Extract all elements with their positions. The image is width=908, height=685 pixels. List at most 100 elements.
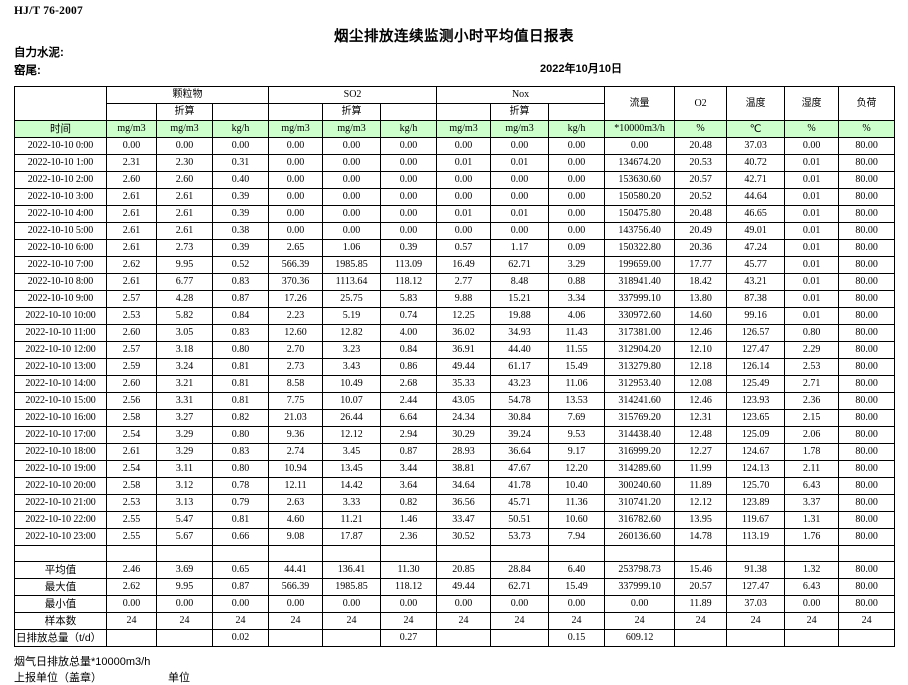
- group-header-load: 负荷: [838, 86, 896, 121]
- row-value: 20.48: [674, 137, 728, 155]
- row-value: 45.71: [490, 494, 550, 512]
- group-header-flow: 流量: [604, 86, 676, 121]
- row-value: 0.00: [380, 154, 438, 172]
- summary-value: 80.00: [838, 595, 896, 613]
- summary-value: 0.65: [211, 561, 270, 579]
- row-value: 99.16: [726, 307, 786, 325]
- row-value: 10.94: [268, 460, 324, 478]
- row-value: 0.01: [784, 290, 840, 308]
- row-value: 0.01: [436, 205, 492, 223]
- summary-value: 91.38: [726, 561, 786, 579]
- spacer-cell: [156, 545, 213, 562]
- row-value: 2.53: [784, 358, 840, 376]
- row-value: 0.78: [211, 477, 270, 495]
- row-timestamp: 2022-10-10 21:00: [14, 494, 107, 512]
- row-value: 3.37: [784, 494, 840, 512]
- row-value: 80.00: [838, 324, 896, 342]
- summary-value: 0.00: [156, 595, 213, 613]
- row-value: 312953.40: [604, 375, 676, 393]
- row-value: 0.01: [784, 222, 840, 240]
- row-value: 317381.00: [604, 324, 676, 342]
- row-value: 3.31: [156, 392, 213, 410]
- daily-total-value: [726, 629, 786, 647]
- row-value: 3.27: [156, 409, 213, 427]
- row-value: 2.60: [106, 324, 157, 342]
- row-value: 2.36: [380, 528, 438, 546]
- row-value: 0.86: [380, 358, 438, 376]
- row-value: 2.30: [156, 154, 213, 172]
- row-timestamp: 2022-10-10 15:00: [14, 392, 107, 410]
- row-value: 2.55: [106, 511, 157, 529]
- summary-value: 0.00: [604, 595, 676, 613]
- row-value: 125.70: [726, 477, 786, 495]
- row-value: 123.93: [726, 392, 786, 410]
- row-value: 4.06: [548, 307, 606, 325]
- row-value: 19.88: [490, 307, 550, 325]
- row-value: 2.61: [156, 222, 213, 240]
- row-timestamp: 2022-10-10 14:00: [14, 375, 107, 393]
- sub-header-so2-raw: [268, 103, 324, 121]
- row-value: 17.87: [322, 528, 382, 546]
- group-header-row: 颗粒物 SO2 Nox 流量 O2 温度 湿度 负荷: [14, 86, 896, 121]
- row-value: 0.00: [268, 222, 324, 240]
- row-value: 2.15: [784, 409, 840, 427]
- report-date: 2022年10月10日: [540, 63, 622, 75]
- spacer-cell: [674, 545, 728, 562]
- summary-value: 1985.85: [322, 578, 382, 596]
- row-value: 2.44: [380, 392, 438, 410]
- row-value: 127.47: [726, 341, 786, 359]
- row-value: 0.40: [211, 171, 270, 189]
- row-timestamp: 2022-10-10 11:00: [14, 324, 107, 342]
- row-value: 39.24: [490, 426, 550, 444]
- row-value: 0.79: [211, 494, 270, 512]
- row-value: 3.24: [156, 358, 213, 376]
- summary-value: 0.00: [548, 595, 606, 613]
- row-value: 80.00: [838, 409, 896, 427]
- unit-header-cell: mg/m3: [268, 120, 324, 138]
- row-value: 2.62: [106, 256, 157, 274]
- row-value: 54.78: [490, 392, 550, 410]
- row-value: 80.00: [838, 290, 896, 308]
- row-value: 11.06: [548, 375, 606, 393]
- row-value: 12.48: [674, 426, 728, 444]
- unit-header-cell: kg/h: [548, 120, 606, 138]
- row-value: 1.76: [784, 528, 840, 546]
- row-timestamp: 2022-10-10 4:00: [14, 205, 107, 223]
- row-value: 3.34: [548, 290, 606, 308]
- sub-header-pm-converted: 折算: [156, 103, 213, 121]
- row-value: 80.00: [838, 426, 896, 444]
- row-value: 14.78: [674, 528, 728, 546]
- row-value: 314438.40: [604, 426, 676, 444]
- unit-header-cell: ℃: [726, 120, 786, 138]
- summary-value: 24: [322, 612, 382, 630]
- row-value: 0.00: [268, 154, 324, 172]
- row-value: 20.52: [674, 188, 728, 206]
- daily-total-value: 0.02: [211, 629, 270, 647]
- row-value: 80.00: [838, 528, 896, 546]
- row-timestamp: 2022-10-10 8:00: [14, 273, 107, 291]
- row-value: 30.52: [436, 528, 492, 546]
- row-value: 123.89: [726, 494, 786, 512]
- row-value: 44.40: [490, 341, 550, 359]
- spacer-cell: [838, 545, 896, 562]
- row-value: 20.57: [674, 171, 728, 189]
- row-value: 12.08: [674, 375, 728, 393]
- row-value: 0.38: [211, 222, 270, 240]
- summary-value: 20.57: [674, 578, 728, 596]
- row-value: 46.65: [726, 205, 786, 223]
- daily-total-value: [784, 629, 840, 647]
- row-value: 316782.60: [604, 511, 676, 529]
- row-value: 13.53: [548, 392, 606, 410]
- row-value: 6.77: [156, 273, 213, 291]
- row-value: 6.43: [784, 477, 840, 495]
- row-value: 36.56: [436, 494, 492, 512]
- row-value: 2.61: [106, 443, 157, 461]
- row-value: 0.00: [490, 137, 550, 155]
- row-value: 80.00: [838, 392, 896, 410]
- summary-value: 24: [838, 612, 896, 630]
- row-timestamp: 2022-10-10 0:00: [14, 137, 107, 155]
- row-value: 370.36: [268, 273, 324, 291]
- row-value: 20.49: [674, 222, 728, 240]
- unit-header-cell: mg/m3: [106, 120, 157, 138]
- row-timestamp: 2022-10-10 9:00: [14, 290, 107, 308]
